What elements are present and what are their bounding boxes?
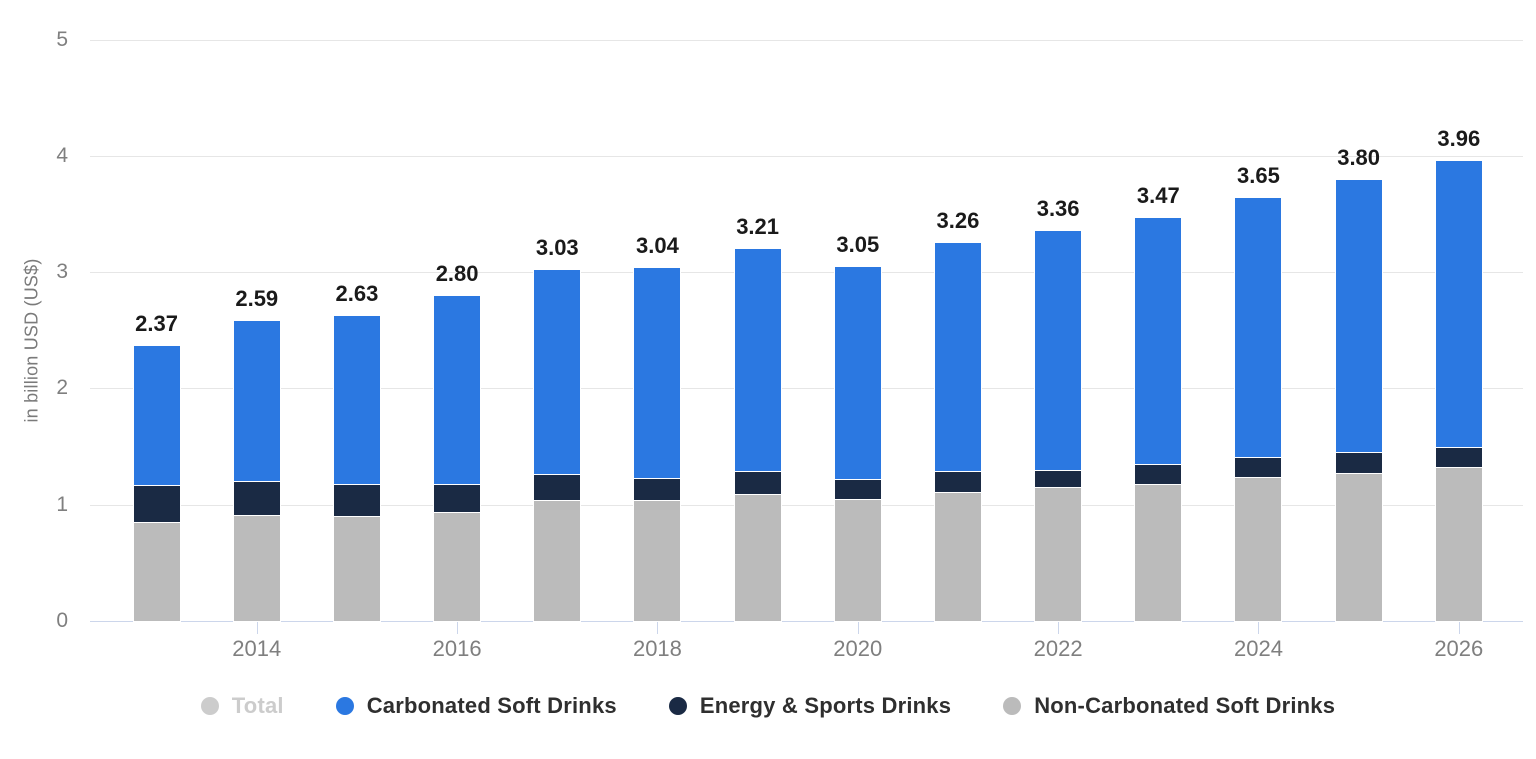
legend-item-carbonated-soft-drinks[interactable]: Carbonated Soft Drinks xyxy=(335,693,617,719)
legend-label-total: Total xyxy=(231,693,284,718)
legend-label-non-carbonated-soft-drinks: Non-Carbonated Soft Drinks xyxy=(1034,693,1336,718)
bar-segment-energy-sports-drinks-2024[interactable] xyxy=(1234,457,1283,478)
legend-dot-carbonated-soft-drinks xyxy=(335,697,354,715)
bar-total-label-2016: 2.80 xyxy=(435,261,479,287)
x-tick-label-2018: 2018 xyxy=(632,636,682,661)
x-tick-label-2020: 2020 xyxy=(833,636,883,661)
gridline-y1 xyxy=(90,504,1523,506)
y-tick-label-0: 0 xyxy=(56,609,68,632)
gridline-y2 xyxy=(90,388,1523,390)
bar-total-label-2018: 3.04 xyxy=(636,233,679,259)
bar-segment-carbonated-soft-drinks-2025[interactable] xyxy=(1334,179,1383,454)
bar-segment-carbonated-soft-drinks-2023[interactable] xyxy=(1134,217,1183,465)
x-tick-label-2024: 2024 xyxy=(1233,636,1283,661)
bar-segment-non-carbonated-soft-drinks-2014[interactable] xyxy=(232,515,281,622)
x-tick-label-2016: 2016 xyxy=(432,636,482,661)
bar-segment-energy-sports-drinks-2019[interactable] xyxy=(733,470,782,496)
x-tick-2026 xyxy=(1458,622,1460,634)
legend-item-energy-sports-drinks[interactable]: Energy & Sports Drinks xyxy=(668,693,952,719)
bar-total-label-2023: 3.47 xyxy=(1136,183,1180,209)
bar-segment-energy-sports-drinks-2018[interactable] xyxy=(633,477,682,502)
bar-segment-energy-sports-drinks-2022[interactable] xyxy=(1034,469,1083,489)
x-tick-label-2026: 2026 xyxy=(1434,636,1484,661)
bar-segment-carbonated-soft-drinks-2017[interactable] xyxy=(533,268,582,476)
bar-segment-carbonated-soft-drinks-2018[interactable] xyxy=(633,267,682,479)
bar-segment-energy-sports-drinks-2014[interactable] xyxy=(232,481,281,517)
bar-total-label-2020: 3.05 xyxy=(836,232,880,258)
bar-segment-non-carbonated-soft-drinks-2021[interactable] xyxy=(933,491,982,622)
bar-total-label-2015: 2.63 xyxy=(335,281,379,307)
bar-segment-non-carbonated-soft-drinks-2013[interactable] xyxy=(132,522,181,622)
bar-segment-carbonated-soft-drinks-2014[interactable] xyxy=(232,319,281,483)
x-axis-line xyxy=(90,621,1523,622)
bar-segment-non-carbonated-soft-drinks-2020[interactable] xyxy=(833,498,882,622)
bar-total-label-2024: 3.65 xyxy=(1237,162,1280,188)
bar-segment-energy-sports-drinks-2016[interactable] xyxy=(433,483,482,513)
bar-segment-non-carbonated-soft-drinks-2018[interactable] xyxy=(633,500,682,622)
legend-dot-total xyxy=(200,697,219,715)
legend-item-non-carbonated-soft-drinks[interactable]: Non-Carbonated Soft Drinks xyxy=(1003,693,1335,719)
x-tick-2014 xyxy=(256,622,258,634)
legend-dot-non-carbonated-soft-drinks xyxy=(1003,697,1022,715)
bar-total-label-2017: 3.03 xyxy=(535,234,579,260)
bar-segment-carbonated-soft-drinks-2022[interactable] xyxy=(1034,230,1083,471)
bar-segment-carbonated-soft-drinks-2026[interactable] xyxy=(1434,160,1483,448)
gridline-y4 xyxy=(90,155,1523,157)
x-tick-2022 xyxy=(1058,622,1060,634)
x-tick-label-2022: 2022 xyxy=(1033,636,1083,661)
legend: Total Carbonated Soft Drinks Energy & Spor… xyxy=(0,684,1536,728)
bar-segment-non-carbonated-soft-drinks-2025[interactable] xyxy=(1334,473,1383,622)
bar-segment-carbonated-soft-drinks-2020[interactable] xyxy=(833,266,882,481)
bar-segment-non-carbonated-soft-drinks-2017[interactable] xyxy=(533,500,582,622)
bar-segment-carbonated-soft-drinks-2019[interactable] xyxy=(733,247,782,472)
bar-segment-carbonated-soft-drinks-2021[interactable] xyxy=(933,241,982,472)
gridline-y3 xyxy=(90,272,1523,274)
bar-segment-non-carbonated-soft-drinks-2024[interactable] xyxy=(1234,476,1283,622)
y-tick-label-2: 2 xyxy=(56,376,68,400)
bar-segment-non-carbonated-soft-drinks-2023[interactable] xyxy=(1134,483,1183,622)
y-tick-label-3: 3 xyxy=(56,260,68,284)
x-tick-label-2014: 2014 xyxy=(232,636,282,661)
x-tick-2020 xyxy=(857,622,859,634)
bar-segment-energy-sports-drinks-2026[interactable] xyxy=(1434,446,1483,469)
bar-total-label-2014: 2.59 xyxy=(235,285,279,311)
x-tick-2024 xyxy=(1258,622,1260,634)
bar-segment-carbonated-soft-drinks-2015[interactable] xyxy=(332,315,381,485)
bar-segment-non-carbonated-soft-drinks-2016[interactable] xyxy=(433,511,482,622)
bar-segment-energy-sports-drinks-2015[interactable] xyxy=(332,483,381,518)
bar-segment-non-carbonated-soft-drinks-2022[interactable] xyxy=(1034,487,1083,622)
bar-total-label-2022: 3.36 xyxy=(1036,196,1080,222)
legend-label-energy-sports-drinks: Energy & Sports Drinks xyxy=(699,693,952,718)
bar-segment-energy-sports-drinks-2017[interactable] xyxy=(533,474,582,502)
bar-segment-energy-sports-drinks-2020[interactable] xyxy=(833,479,882,500)
legend-label-carbonated-soft-drinks: Carbonated Soft Drinks xyxy=(366,693,617,718)
bar-segment-energy-sports-drinks-2023[interactable] xyxy=(1134,463,1183,485)
bar-segment-non-carbonated-soft-drinks-2015[interactable] xyxy=(332,516,381,622)
y-tick-label-5: 5 xyxy=(56,27,68,51)
y-tick-label-4: 4 xyxy=(56,143,68,167)
bar-segment-carbonated-soft-drinks-2013[interactable] xyxy=(132,345,181,486)
bar-segment-energy-sports-drinks-2013[interactable] xyxy=(132,484,181,524)
bar-segment-carbonated-soft-drinks-2016[interactable] xyxy=(433,295,482,485)
bar-segment-non-carbonated-soft-drinks-2019[interactable] xyxy=(733,494,782,622)
bar-total-label-2013: 2.37 xyxy=(135,311,178,337)
gridline-y5 xyxy=(90,39,1523,41)
y-tick-label-1: 1 xyxy=(56,492,68,516)
x-tick-2018 xyxy=(657,622,659,634)
legend-dot-energy-sports-drinks xyxy=(668,697,687,715)
bar-segment-energy-sports-drinks-2021[interactable] xyxy=(933,470,982,493)
bar-total-label-2026: 3.96 xyxy=(1437,126,1481,152)
x-tick-2016 xyxy=(457,622,459,634)
bar-segment-non-carbonated-soft-drinks-2026[interactable] xyxy=(1434,467,1483,622)
bar-segment-carbonated-soft-drinks-2024[interactable] xyxy=(1234,196,1283,458)
bar-segment-energy-sports-drinks-2025[interactable] xyxy=(1334,452,1383,475)
bar-total-label-2021: 3.26 xyxy=(936,207,980,233)
legend-item-total[interactable]: Total xyxy=(200,693,284,719)
bar-total-label-2019: 3.21 xyxy=(736,213,780,239)
bar-total-label-2025: 3.80 xyxy=(1337,145,1381,171)
